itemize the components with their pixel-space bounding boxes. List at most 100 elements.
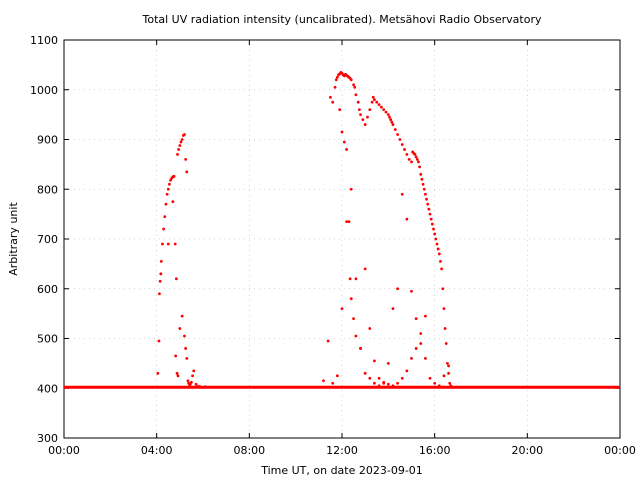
data-point bbox=[361, 118, 365, 121]
data-point bbox=[421, 182, 425, 186]
data-point bbox=[439, 259, 442, 263]
data-point bbox=[159, 272, 163, 276]
data-point bbox=[164, 202, 168, 206]
data-point bbox=[373, 98, 376, 102]
data-point bbox=[377, 376, 381, 380]
data-point bbox=[426, 202, 430, 206]
data-point bbox=[373, 381, 376, 385]
data-point bbox=[176, 153, 179, 156]
data-point bbox=[377, 103, 381, 107]
data-point bbox=[161, 242, 164, 246]
data-point bbox=[405, 153, 409, 156]
y-axis-ticks: 300 400 500 600 700 800 900 1000 1100 bbox=[30, 34, 620, 445]
data-point bbox=[331, 100, 335, 104]
data-point bbox=[173, 242, 177, 246]
data-point bbox=[356, 100, 360, 104]
data-point bbox=[448, 381, 452, 385]
data-point bbox=[424, 314, 427, 318]
data-point bbox=[345, 148, 349, 151]
data-point bbox=[386, 361, 390, 365]
data-point bbox=[335, 75, 339, 79]
data-point bbox=[359, 347, 362, 350]
data-point bbox=[410, 289, 413, 293]
data-point bbox=[349, 187, 353, 191]
data-point bbox=[366, 115, 369, 119]
data-point bbox=[429, 217, 433, 221]
x-tick-label: 04:00 bbox=[141, 444, 173, 457]
data-point bbox=[172, 174, 176, 178]
x-tick-label: 00:00 bbox=[48, 444, 80, 457]
data-point bbox=[427, 207, 431, 211]
data-point bbox=[165, 192, 169, 196]
data-point bbox=[400, 192, 404, 196]
data-point bbox=[363, 371, 367, 375]
data-point bbox=[386, 113, 390, 117]
data-point bbox=[437, 252, 441, 256]
data-point bbox=[353, 85, 357, 89]
data-point bbox=[391, 307, 395, 311]
data-point bbox=[444, 342, 448, 345]
data-point bbox=[180, 138, 184, 141]
y-tick-label: 900 bbox=[37, 134, 58, 147]
data-point bbox=[396, 381, 399, 385]
data-point bbox=[331, 381, 335, 385]
data-point bbox=[418, 165, 422, 169]
data-point bbox=[413, 153, 417, 156]
data-point bbox=[393, 128, 397, 131]
data-point bbox=[334, 78, 338, 82]
data-point bbox=[375, 100, 379, 104]
data-point bbox=[190, 380, 193, 384]
data-point bbox=[447, 364, 450, 368]
data-point bbox=[194, 382, 198, 386]
data-point bbox=[414, 317, 418, 320]
data-point bbox=[179, 140, 183, 144]
data-point bbox=[443, 327, 447, 330]
x-tick-label: 20:00 bbox=[511, 444, 543, 457]
y-tick-label: 1000 bbox=[30, 84, 58, 97]
x-tick-label: 16:00 bbox=[419, 444, 451, 457]
data-point bbox=[389, 118, 393, 121]
x-axis-label: Time UT, on date 2023-09-01 bbox=[260, 464, 423, 477]
data-point bbox=[424, 357, 427, 360]
data-point bbox=[424, 192, 427, 196]
data-point bbox=[359, 113, 362, 117]
data-point bbox=[419, 342, 423, 345]
data-point bbox=[405, 369, 409, 373]
grid-lines bbox=[64, 40, 620, 438]
data-point bbox=[373, 359, 376, 363]
data-point bbox=[405, 217, 409, 221]
data-point bbox=[425, 197, 428, 201]
data-point bbox=[171, 200, 175, 204]
y-tick-label: 300 bbox=[37, 432, 58, 445]
y-tick-label: 1100 bbox=[30, 34, 58, 47]
plot-frame bbox=[63, 39, 621, 439]
data-point bbox=[192, 369, 196, 373]
y-tick-label: 800 bbox=[37, 183, 58, 196]
data-point bbox=[446, 361, 449, 365]
data-point bbox=[354, 93, 358, 97]
data-point bbox=[184, 158, 188, 161]
data-point bbox=[157, 339, 161, 343]
data-point bbox=[363, 267, 367, 271]
data-point bbox=[357, 108, 361, 112]
data-point bbox=[333, 85, 337, 89]
data-point bbox=[186, 379, 190, 383]
data-point bbox=[390, 120, 394, 124]
data-point bbox=[191, 374, 194, 378]
y-tick-label: 700 bbox=[37, 233, 58, 246]
data-point bbox=[345, 220, 349, 223]
data-point bbox=[436, 247, 440, 251]
data-point bbox=[175, 371, 179, 375]
x-tick-label: 08:00 bbox=[233, 444, 265, 457]
data-point bbox=[433, 232, 437, 236]
data-point bbox=[368, 108, 372, 112]
y-tick-label: 600 bbox=[37, 283, 58, 296]
data-point bbox=[156, 371, 160, 375]
data-point bbox=[184, 347, 188, 350]
data-point bbox=[162, 227, 166, 231]
data-point bbox=[342, 140, 346, 144]
data-point bbox=[354, 334, 358, 338]
data-point bbox=[419, 332, 423, 335]
data-points bbox=[156, 70, 453, 389]
data-point bbox=[352, 83, 355, 87]
